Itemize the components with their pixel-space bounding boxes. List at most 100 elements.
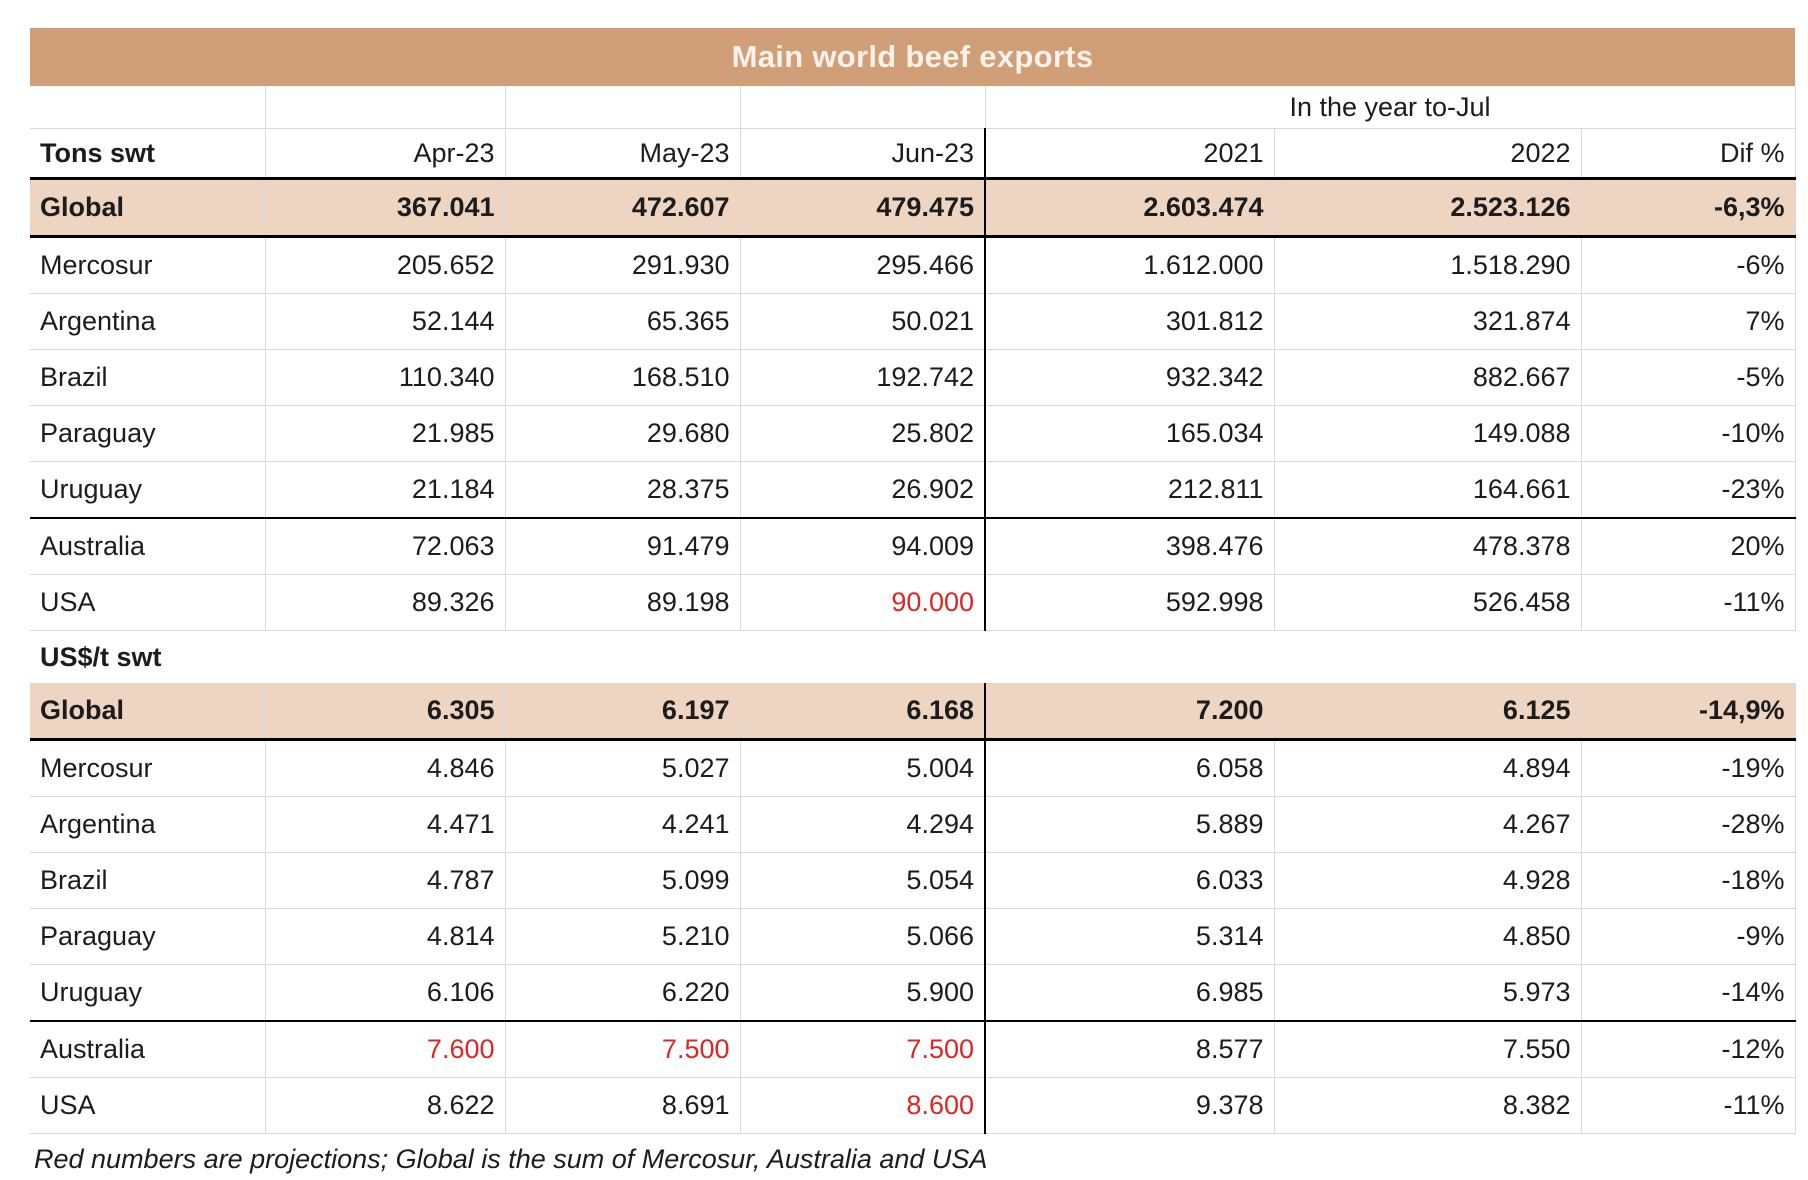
- col-header-2022: 2022: [1273, 128, 1581, 180]
- cell-usa-dif-pct: -11%: [1580, 574, 1796, 631]
- cell-paraguay-y2021: 165.034: [984, 405, 1274, 462]
- year-group-label: In the year to-Jul: [984, 86, 1796, 129]
- row-label: Mercosur: [30, 236, 265, 294]
- cell-usa-may23: 89.198: [504, 574, 740, 631]
- cell-brazil-y2021: 6.033: [984, 852, 1274, 909]
- cell-usa-apr23: 89.326: [264, 574, 505, 631]
- cell-brazil-apr23: 110.340: [264, 349, 505, 406]
- cell-usa-y2021: 9.378: [984, 1077, 1274, 1134]
- cell-global-apr23: 6.305: [264, 683, 505, 741]
- cell-mercosur-jun23: 295.466: [739, 236, 985, 294]
- cell-argentina-may23: 4.241: [504, 796, 740, 853]
- cell-global-apr23: 367.041: [264, 178, 505, 238]
- cell-argentina-may23: 65.365: [504, 293, 740, 350]
- cell-argentina-y2022: 321.874: [1273, 293, 1581, 350]
- cell-brazil-apr23: 4.787: [264, 852, 505, 909]
- table-row-australia: Australia 72.063 91.479 94.009 398.476 478.37…: [30, 518, 1796, 575]
- table-row-brazil: Brazil 4.787 5.099 5.054 6.033 4.928 -18%: [30, 852, 1796, 909]
- cell-australia-may23: 91.479: [504, 518, 740, 575]
- row-label: Australia: [30, 518, 265, 575]
- table-row-uruguay: Uruguay 6.106 6.220 5.900 6.985 5.973 -14%: [30, 964, 1796, 1022]
- cell-argentina-y2022: 4.267: [1273, 796, 1581, 853]
- beef-exports-report: Main world beef exports In the year to-J…: [30, 28, 1796, 1175]
- cell-australia-dif-pct: -12%: [1580, 1021, 1796, 1078]
- row-label: Brazil: [30, 852, 265, 909]
- row-label: Paraguay: [30, 405, 265, 462]
- row-label: Global: [30, 683, 265, 741]
- cell-mercosur-dif-pct: -6%: [1580, 236, 1796, 294]
- cell-mercosur-jun23: 5.004: [739, 739, 985, 797]
- cell-uruguay-may23: 28.375: [504, 461, 740, 519]
- cell-uruguay-y2022: 164.661: [1273, 461, 1581, 519]
- cell-mercosur-y2021: 6.058: [984, 739, 1274, 797]
- cell-australia-y2022: 7.550: [1273, 1021, 1581, 1078]
- table-row-argentina: Argentina 4.471 4.241 4.294 5.889 4.267 -28%: [30, 796, 1796, 853]
- table-title-bar: Main world beef exports: [30, 28, 1795, 86]
- table-row-mercosur: Mercosur 205.652 291.930 295.466 1.612.000 1.…: [30, 236, 1796, 294]
- table-row-mercosur: Mercosur 4.846 5.027 5.004 6.058 4.894 -19%: [30, 739, 1796, 797]
- col-header-apr23: Apr-23: [264, 128, 505, 180]
- cell-brazil-y2022: 4.928: [1273, 852, 1581, 909]
- cell-argentina-apr23: 52.144: [264, 293, 505, 350]
- section-unit-label: US$/t swt: [40, 641, 162, 672]
- row-label: Mercosur: [30, 739, 265, 797]
- cell-paraguay-may23: 5.210: [504, 908, 740, 965]
- cell-paraguay-apr23: 4.814: [264, 908, 505, 965]
- cell-argentina-y2021: 5.889: [984, 796, 1274, 853]
- cell-paraguay-dif-pct: -9%: [1580, 908, 1796, 965]
- cell-uruguay-jun23: 5.900: [739, 964, 985, 1022]
- cell-brazil-dif-pct: -5%: [1580, 349, 1796, 406]
- cell-global-dif-pct: -6,3%: [1580, 178, 1796, 238]
- cell-brazil-jun23: 192.742: [739, 349, 985, 406]
- cell-australia-jun23: 94.009: [739, 518, 985, 575]
- cell-global-y2022: 6.125: [1273, 683, 1581, 741]
- table-title: Main world beef exports: [731, 39, 1094, 74]
- cell-usa-y2021: 592.998: [984, 574, 1274, 631]
- price-section-label-body: US$/t swt: [30, 631, 1795, 684]
- cell-uruguay-dif-pct: -23%: [1580, 461, 1796, 519]
- cell-mercosur-y2022: 4.894: [1273, 739, 1581, 797]
- table-row-uruguay: Uruguay 21.184 28.375 26.902 212.811 164.661-…: [30, 461, 1796, 519]
- row-label: Uruguay: [30, 461, 265, 519]
- cell-australia-jun23: 7.500: [739, 1021, 985, 1078]
- cell-paraguay-y2021: 5.314: [984, 908, 1274, 965]
- row-label: Uruguay: [30, 964, 265, 1022]
- cell-usa-apr23: 8.622: [264, 1077, 505, 1134]
- table-row-usa: USA 89.326 89.198 90.000 592.998 526.458 -11%: [30, 574, 1796, 631]
- section-label-row: US$/t swt: [30, 631, 1795, 684]
- row-label: USA: [30, 1077, 265, 1134]
- cell-brazil-dif-pct: -18%: [1580, 852, 1796, 909]
- cell-australia-may23: 7.500: [504, 1021, 740, 1078]
- cell-paraguay-jun23: 25.802: [739, 405, 985, 462]
- cell-usa-y2022: 526.458: [1273, 574, 1581, 631]
- cell-paraguay-jun23: 5.066: [739, 908, 985, 965]
- cell-paraguay-may23: 29.680: [504, 405, 740, 462]
- cell-global-y2021: 2.603.474: [984, 178, 1274, 238]
- spacer-cell: [739, 86, 985, 129]
- cell-paraguay-y2022: 149.088: [1273, 405, 1581, 462]
- cell-global-dif-pct: -14,9%: [1580, 683, 1796, 741]
- cell-australia-apr23: 7.600: [264, 1021, 505, 1078]
- cell-australia-y2021: 398.476: [984, 518, 1274, 575]
- cell-argentina-dif-pct: -28%: [1580, 796, 1796, 853]
- cell-argentina-dif-pct: 7%: [1580, 293, 1796, 350]
- cell-global-may23: 472.607: [504, 178, 740, 238]
- col-header-unit: Tons swt: [30, 128, 265, 180]
- cell-mercosur-dif-pct: -19%: [1580, 739, 1796, 797]
- cell-mercosur-may23: 5.027: [504, 739, 740, 797]
- cell-argentina-jun23: 4.294: [739, 796, 985, 853]
- cell-usa-y2022: 8.382: [1273, 1077, 1581, 1134]
- cell-mercosur-apr23: 205.652: [264, 236, 505, 294]
- cell-usa-jun23: 8.600: [739, 1077, 985, 1134]
- table-row-australia: Australia 7.600 7.500 7.500 8.577 7.550 -12%: [30, 1021, 1796, 1078]
- table-row-paraguay: Paraguay 4.814 5.210 5.066 5.314 4.850 -9%: [30, 908, 1796, 965]
- spacer-cell: [264, 86, 505, 129]
- tons-section-body: Global 367.041 472.607 479.475 2.603.474 2.52…: [30, 178, 1796, 631]
- col-header-jun23: Jun-23: [739, 128, 985, 180]
- cell-brazil-y2021: 932.342: [984, 349, 1274, 406]
- cell-argentina-jun23: 50.021: [739, 293, 985, 350]
- cell-australia-y2022: 478.378: [1273, 518, 1581, 575]
- cell-mercosur-apr23: 4.846: [264, 739, 505, 797]
- cell-mercosur-y2021: 1.612.000: [984, 236, 1274, 294]
- total-row-global: Global 367.041 472.607 479.475 2.603.474 2.52…: [30, 178, 1796, 238]
